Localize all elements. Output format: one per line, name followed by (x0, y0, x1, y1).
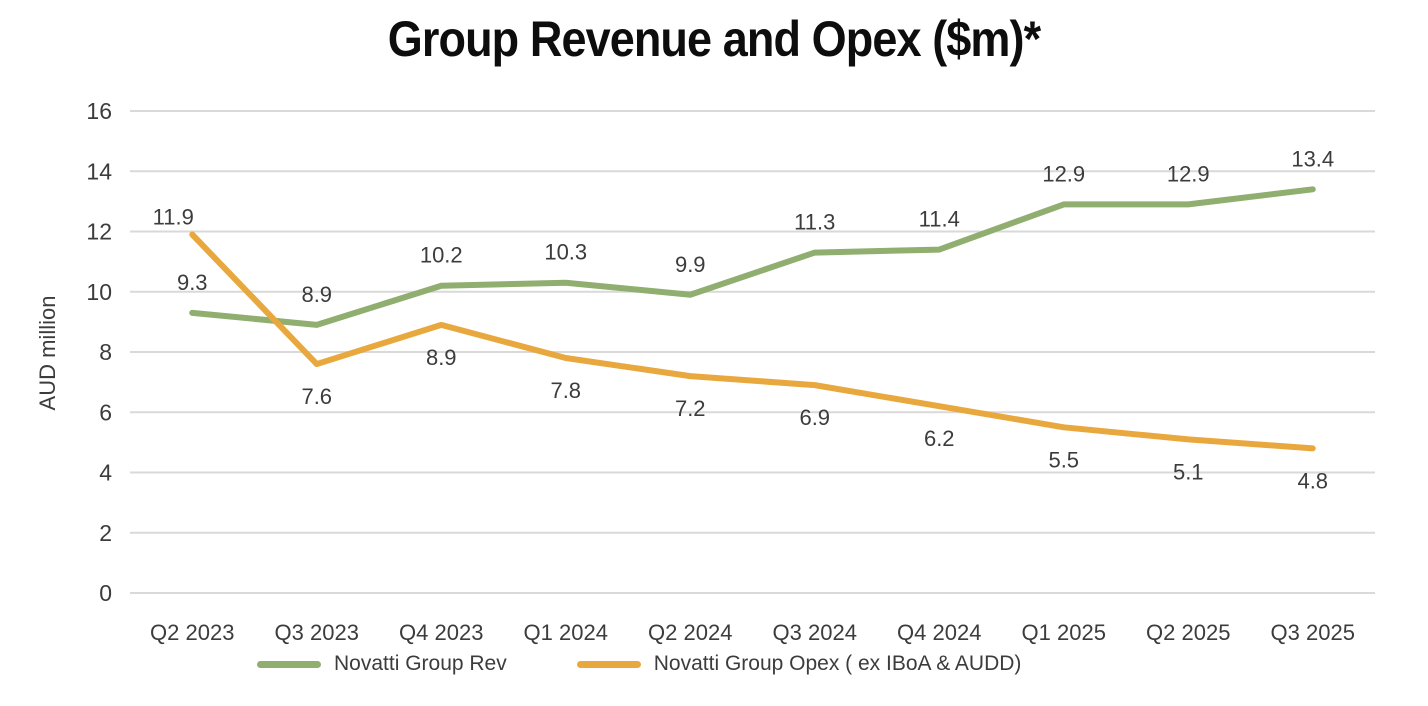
data-label: 8.9 (426, 345, 457, 370)
y-tick-label: 6 (99, 399, 112, 425)
data-label: 6.2 (924, 426, 955, 451)
revenue-line-swatch-icon (257, 660, 321, 668)
x-tick-label: Q1 2025 (1022, 620, 1106, 645)
data-labels-1: 11.9 7.6 8.9 7.8 7.2 6.9 6.2 5.5 5.1 4.8 (153, 205, 1328, 494)
x-tick-label: Q4 2023 (399, 620, 483, 645)
y-tick-label: 8 (99, 339, 112, 365)
y-tick-label: 2 (99, 520, 112, 546)
series-line-1 (189, 231, 1316, 452)
gridlines (130, 110, 1375, 594)
data-label: 9.3 (177, 270, 208, 295)
y-tick-label: 16 (86, 98, 112, 124)
data-label: 7.2 (675, 396, 706, 421)
data-label: 12.9 (1042, 161, 1085, 186)
data-label: 6.9 (799, 405, 830, 430)
data-label: 10.3 (544, 240, 587, 265)
y-tick-labels: 0 2 4 6 8 10 12 14 16 (86, 98, 112, 606)
y-tick-label: 12 (86, 219, 112, 245)
series-line-0 (189, 186, 1316, 328)
data-label: 9.9 (675, 252, 706, 277)
data-label: 7.6 (301, 384, 332, 409)
x-tick-label: Q1 2024 (524, 620, 608, 645)
legend-item-opex: Novatti Group Opex ( ex IBoA & AUDD) (576, 652, 1022, 676)
y-tick-label: 4 (99, 460, 112, 486)
x-tick-label: Q2 2024 (648, 620, 732, 645)
data-label: 5.5 (1048, 447, 1079, 472)
opex-line-swatch-icon (576, 660, 641, 668)
y-tick-label: 0 (99, 580, 112, 606)
x-tick-label: Q2 2023 (150, 620, 234, 645)
legend-label-revenue: Novatti Group Rev (334, 652, 507, 675)
data-label: 13.4 (1291, 146, 1334, 171)
x-tick-label: Q3 2025 (1271, 620, 1355, 645)
data-label: 10.2 (420, 243, 463, 268)
x-tick-label: Q4 2024 (897, 620, 981, 645)
data-labels-0: 9.3 8.9 10.2 10.3 9.9 11.3 11.4 12.9 12.9 13.4 (177, 146, 1334, 307)
data-label: 12.9 (1167, 161, 1210, 186)
data-label: 5.1 (1173, 459, 1204, 484)
legend: Novatti Group Rev Novatti Group Opex ( e… (257, 652, 1021, 676)
x-tick-label: Q3 2024 (773, 620, 857, 645)
legend-label-opex: Novatti Group Opex ( ex IBoA & AUDD) (653, 652, 1022, 675)
chart-title: Group Revenue and Opex ($m)* (387, 11, 1041, 67)
data-label: 8.9 (301, 282, 332, 307)
x-tick-labels: Q2 2023 Q3 2023 Q4 2023 Q1 2024 Q2 2024 Q3 20… (150, 620, 1355, 645)
y-tick-label: 14 (86, 158, 112, 184)
data-label: 7.8 (550, 378, 581, 403)
data-label: 11.4 (919, 207, 960, 232)
data-label: 4.8 (1297, 468, 1328, 493)
x-tick-label: Q3 2023 (275, 620, 359, 645)
y-tick-label: 10 (86, 279, 112, 305)
x-tick-label: Q2 2025 (1146, 620, 1230, 645)
data-label: 11.9 (153, 205, 194, 230)
legend-item-revenue: Novatti Group Rev (257, 652, 507, 676)
data-label: 11.3 (794, 210, 835, 235)
